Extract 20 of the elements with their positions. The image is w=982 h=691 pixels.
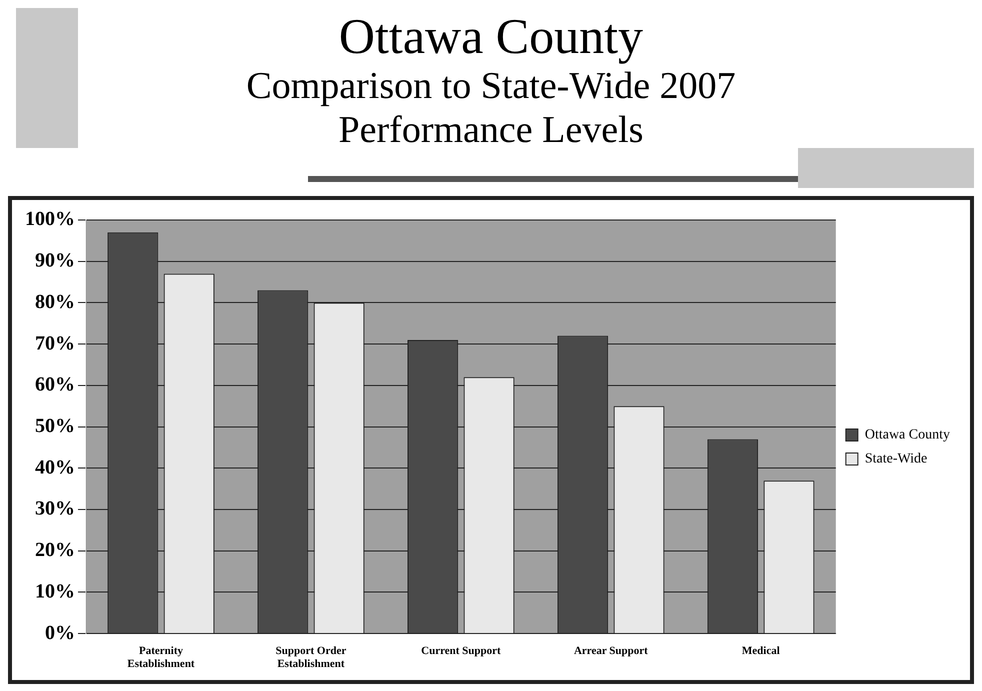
y-tick-label: 20% [35, 539, 75, 562]
legend-label: Ottawa County [864, 428, 950, 443]
x-tick-label: Current Support [421, 645, 502, 658]
x-tick-label: Arrear Support [574, 645, 648, 658]
y-tick-label: 10% [35, 580, 75, 602]
x-tick-label: Support Order Establishment [276, 645, 346, 670]
y-tick-label: 30% [35, 498, 75, 520]
chart-title: Ottawa County [338, 8, 644, 64]
legend-label: State-Wide [864, 452, 928, 467]
x-tick-label: Paternity Establishment [127, 645, 195, 670]
y-tick-label: 90% [35, 250, 75, 272]
chart-subtitle: Comparison to State-Wide 2007 Performance Levels [245, 64, 737, 152]
y-tick-label: 60% [35, 374, 75, 396]
y-tick-label: 70% [35, 332, 75, 354]
y-tick-label: 0% [45, 622, 75, 644]
x-tick-label: Medical [742, 645, 780, 658]
y-tick-label: 40% [35, 456, 75, 478]
y-tick-label: 100% [25, 208, 75, 230]
y-tick-label: 80% [35, 290, 75, 313]
y-tick-label: 50% [35, 414, 75, 437]
